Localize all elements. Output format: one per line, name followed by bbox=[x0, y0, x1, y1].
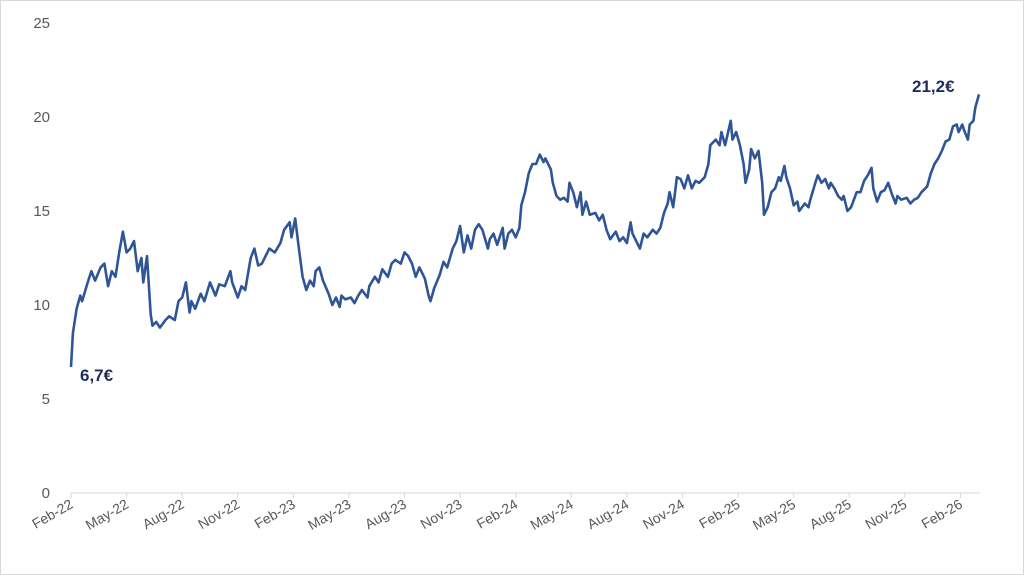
x-tick-label: May-24 bbox=[527, 496, 576, 533]
x-tick-label: Feb-25 bbox=[696, 496, 743, 532]
x-tick-label: Feb-26 bbox=[919, 496, 966, 532]
y-tick-label: 0 bbox=[42, 485, 50, 502]
x-tick-label: Aug-22 bbox=[140, 496, 187, 533]
y-tick-label: 25 bbox=[33, 15, 50, 32]
x-axis: Feb-22 May-22 Aug-22 Nov-22 Feb-23 May-23 Aug-… bbox=[29, 493, 965, 533]
y-axis: 0 5 10 15 20 25 bbox=[33, 15, 50, 502]
x-tick-label: Nov-25 bbox=[862, 496, 909, 533]
y-tick-label: 5 bbox=[42, 391, 50, 408]
y-tick-label: 15 bbox=[33, 203, 50, 220]
y-tick-label: 20 bbox=[33, 109, 50, 126]
x-tick-label: Nov-23 bbox=[418, 496, 465, 533]
x-tick-label: Nov-22 bbox=[195, 496, 242, 533]
price-series-line bbox=[69, 94, 981, 368]
x-tick-label: Feb-24 bbox=[474, 496, 521, 532]
x-tick-label: Nov-24 bbox=[640, 496, 687, 533]
end-value-label: 21,2€ bbox=[912, 77, 955, 96]
x-tick-label: Feb-22 bbox=[29, 496, 76, 532]
x-tick-label: Aug-23 bbox=[362, 496, 409, 533]
x-tick-label: Aug-25 bbox=[807, 496, 854, 533]
x-tick-label: May-23 bbox=[305, 496, 354, 533]
start-value-label: 6,7€ bbox=[80, 366, 114, 385]
x-tick-label: May-22 bbox=[83, 496, 132, 533]
x-tick-label: Feb-23 bbox=[251, 496, 298, 532]
x-tick-label: Aug-24 bbox=[584, 496, 631, 533]
y-tick-label: 10 bbox=[33, 297, 50, 314]
x-tick-label: May-25 bbox=[750, 496, 799, 533]
